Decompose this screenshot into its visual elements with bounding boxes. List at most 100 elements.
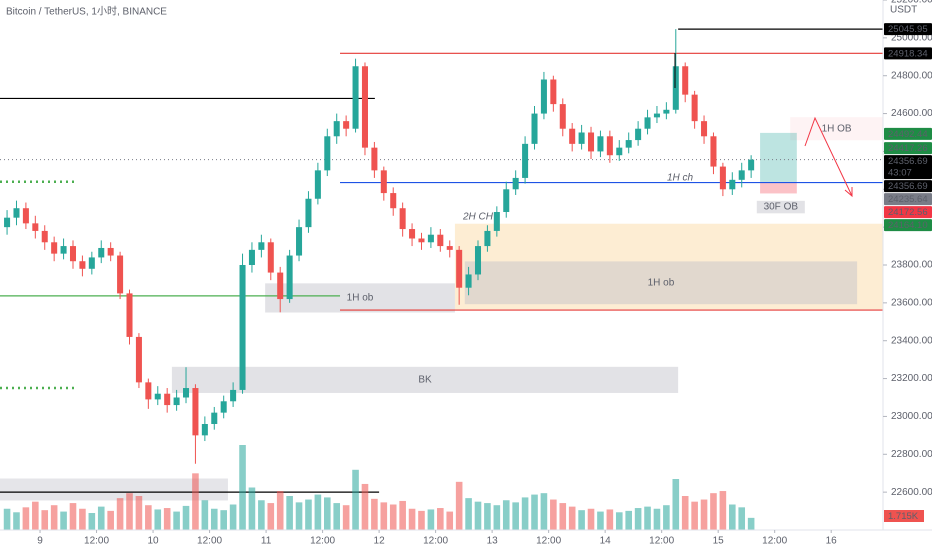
volume-bar (653, 508, 661, 530)
candle-body (32, 223, 39, 231)
volume-bar (559, 503, 567, 530)
y-tick-label: 23400.00 (891, 335, 932, 346)
volume-bar (484, 503, 491, 530)
volume-bar (201, 500, 209, 530)
candle-body (239, 265, 246, 390)
volume-bar (606, 509, 614, 530)
x-tick-label: 11 (261, 536, 272, 547)
candle-body (710, 136, 717, 167)
x-tick-label: 12 (374, 536, 386, 547)
volume-bar (681, 496, 689, 530)
candles (4, 29, 755, 464)
zone (171, 366, 679, 393)
candle-body (371, 147, 378, 171)
candle-body (51, 242, 58, 254)
lines (0, 28, 883, 493)
x-tick-label: 16 (826, 536, 838, 547)
volume-bar (455, 481, 463, 530)
candle-body (522, 143, 529, 178)
volume-bar (446, 511, 454, 530)
volume-bar (502, 500, 510, 530)
price-tag-label: 24918.34 (888, 48, 928, 59)
volume-bar (408, 508, 416, 530)
volume-bar (663, 505, 670, 530)
candle-body (145, 382, 152, 400)
candle-body (22, 208, 29, 224)
zone (760, 181, 797, 194)
y-tick-label: 23600.00 (891, 297, 932, 308)
y-tick-label: 23800.00 (891, 260, 932, 271)
candle-body (672, 66, 679, 110)
candle-body (663, 109, 670, 114)
zone-label: BK (418, 375, 432, 386)
volume-bar (634, 508, 642, 530)
price-tag (884, 142, 932, 155)
price-tag-label: 24164.10 (888, 220, 928, 231)
volume-bar (352, 469, 359, 530)
volume-bar (182, 505, 190, 530)
candle-body (531, 113, 538, 144)
candle-body (503, 189, 510, 212)
volume-bar (691, 501, 698, 530)
candle-body (173, 397, 180, 406)
volume-bar (380, 502, 388, 530)
arrow (804, 116, 853, 197)
volume-bar (210, 508, 218, 530)
x-tick-label: 13 (487, 536, 499, 547)
volume (3, 445, 755, 530)
candle-body (446, 246, 453, 250)
price-tag (884, 219, 932, 232)
volume-tag (884, 510, 924, 522)
volume-bar (173, 511, 180, 530)
zone (0, 478, 228, 501)
annotation: 2H CH (462, 212, 494, 223)
candle-body (220, 401, 227, 413)
price-tag (884, 23, 932, 36)
candle-body (286, 255, 293, 300)
candle-body (4, 217, 11, 228)
candle-body (192, 388, 199, 436)
candle-body (201, 424, 208, 436)
volume-bar (286, 496, 293, 530)
candle-body (230, 389, 237, 402)
volume-bar (389, 504, 397, 530)
volume-bar (465, 498, 472, 530)
volume-bar (79, 508, 86, 530)
candle-body (107, 247, 114, 256)
candle-body (625, 140, 632, 148)
candle-body (465, 274, 472, 288)
x-tick-label: 10 (147, 536, 159, 547)
candle-body (427, 234, 434, 243)
volume-bar (220, 510, 227, 530)
volume-bar (371, 498, 378, 530)
volume-bar (32, 501, 39, 530)
volume-bar (540, 493, 548, 530)
candle-body (267, 242, 274, 273)
zone (265, 283, 455, 313)
candle-body (748, 159, 755, 171)
volume-bar (88, 513, 96, 530)
volume-bar (163, 508, 171, 530)
candle-body (343, 121, 350, 129)
zones (0, 117, 883, 501)
price-tag-label: 24492.44 (888, 129, 928, 140)
arrow-head (844, 187, 853, 198)
volume-bar (493, 505, 501, 530)
volume-bar (615, 512, 623, 530)
price-tag (884, 193, 932, 206)
zone-label: 1H ob (648, 277, 675, 288)
volume-bar (305, 499, 312, 530)
volume-bar (97, 506, 105, 530)
volume-bar (597, 511, 604, 530)
x-tick-label: 12:00 (536, 536, 561, 547)
candle-body (701, 121, 708, 137)
volume-bar (267, 503, 275, 530)
zone (756, 200, 805, 214)
volume-bar (229, 504, 237, 530)
price-tag (884, 206, 932, 219)
volume-bar (314, 494, 322, 530)
x-tick-label: 9 (37, 536, 43, 547)
candle-body (79, 261, 86, 269)
price-tag (884, 155, 932, 180)
volume-bar (145, 505, 152, 530)
